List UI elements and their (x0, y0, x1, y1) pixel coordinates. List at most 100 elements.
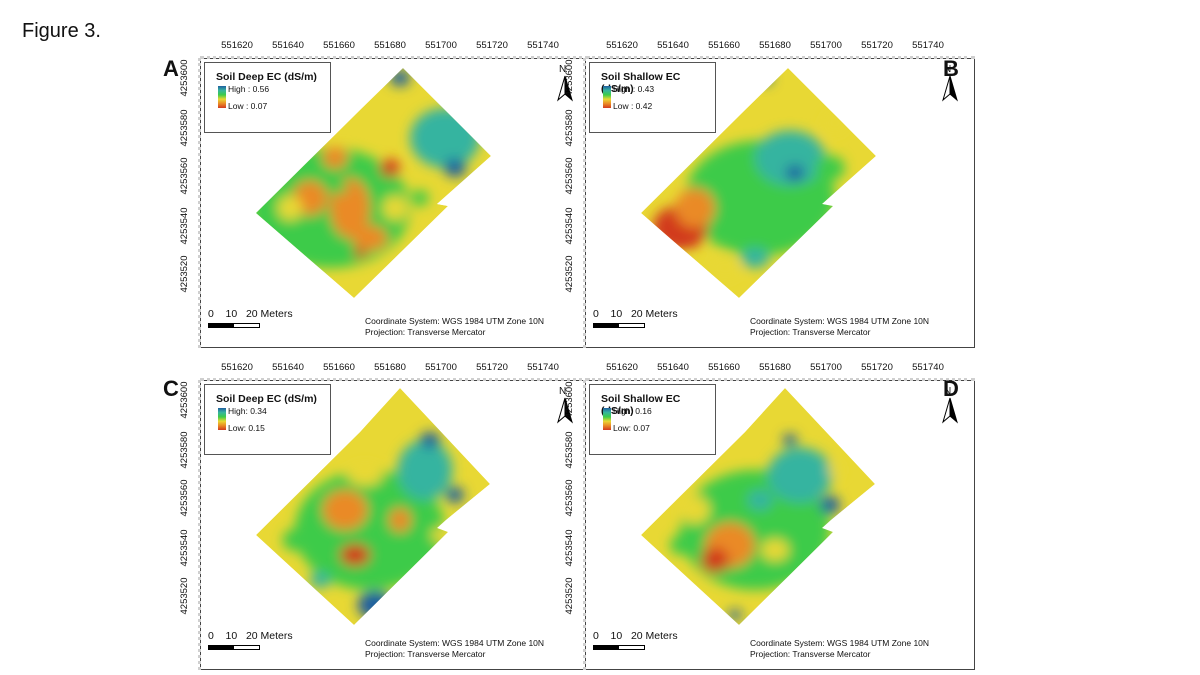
x-tick-label: 551740 (527, 362, 559, 373)
legend-low: Low: 0.07 (613, 423, 650, 433)
coordinate-system: Coordinate System: WGS 1984 UTM Zone 10N (365, 316, 545, 326)
scale-bar (208, 323, 260, 328)
map-panel-c: 551620 551640 551660 551680 551700 551720 5517… (163, 362, 590, 670)
figure-label: Figure 3. (22, 20, 101, 42)
x-tick-label: 551620 (606, 40, 638, 51)
legend-high: High : 0.43 (613, 84, 655, 94)
coordinate-system: Coordinate System: WGS 1984 UTM Zone 10N (750, 638, 930, 648)
map-panel-d: 551620 551640 551660 551680 551700 551720 5517… (564, 362, 975, 670)
north-label: N (944, 386, 952, 397)
north-label: N (559, 64, 567, 75)
color-ramp (218, 408, 226, 430)
y-tick-label: 4253580 (563, 431, 575, 469)
coordinate-system: Coordinate System: WGS 1984 UTM Zone 10N (750, 316, 930, 326)
ec-zone-lowest (354, 248, 366, 258)
ec-zone-mid_high (741, 248, 769, 268)
x-axis-ticks: 551620 551640 551660 551680 551700 551720 5517… (585, 40, 975, 59)
ec-zone-mid_low (828, 464, 842, 476)
ec-zone-mid_low (710, 257, 740, 279)
y-tick-label: 4253580 (178, 431, 190, 469)
y-tick-label: 4253540 (178, 207, 190, 245)
x-axis-ticks: 551620 551640 551660 551680 551700 551720 5517… (200, 362, 590, 381)
ec-raster-map (256, 68, 491, 298)
color-ramp (218, 86, 226, 108)
scale-label: 0 10 20 Meters (593, 630, 678, 642)
ec-zone-high (820, 496, 840, 514)
x-tick-label: 551680 (759, 362, 791, 373)
ec-zone-mid_low (347, 464, 383, 486)
x-tick-label: 551700 (810, 362, 842, 373)
x-tick-label: 551620 (221, 362, 253, 373)
y-tick-label: 4253520 (563, 577, 575, 615)
ec-zone-mid (670, 535, 690, 555)
y-axis-ticks: 4253600 4253580 4253560 4253540 4253520 (563, 380, 586, 670)
ec-zone-mid (815, 155, 845, 181)
ec-zone-mid (282, 529, 308, 551)
ec-zone-low (352, 225, 388, 251)
y-axis-ticks: 4253600 4253580 4253560 4253540 4253520 (178, 58, 201, 348)
ec-zone-high (758, 72, 772, 84)
scale-bar (593, 645, 645, 650)
ec-zone-high (444, 159, 466, 177)
y-tick-label: 4253600 (178, 59, 190, 97)
ec-zone-mid_high (410, 108, 480, 168)
scale-bar (208, 645, 260, 650)
x-tick-label: 551660 (708, 362, 740, 373)
x-tick-label: 551640 (657, 40, 689, 51)
y-tick-label: 4253520 (563, 255, 575, 293)
ec-zone-mid_low (431, 528, 449, 542)
ec-zone-mid (332, 182, 348, 194)
x-tick-label: 551740 (912, 362, 944, 373)
ec-zone-mid (314, 223, 326, 233)
map-panel-b: 551620 551640 551660 551680 551700 551720 5517… (564, 40, 975, 348)
y-tick-label: 4253580 (178, 109, 190, 147)
legend-box: Soil Deep EC (dS/m) High: 0.34 Low: 0.15 (204, 384, 331, 455)
ec-zone-mid_low (680, 496, 710, 524)
y-tick-label: 4253520 (178, 577, 190, 615)
x-tick-label: 551740 (912, 40, 944, 51)
scale-label: 0 10 20 Meters (208, 630, 293, 642)
x-axis-ticks: 551620 551640 551660 551680 551700 551720 5517… (585, 362, 975, 381)
ec-zone-high (783, 434, 797, 446)
x-tick-label: 551740 (527, 40, 559, 51)
ec-raster-map (256, 388, 490, 625)
ec-zone-low (675, 188, 715, 228)
ec-zone-mid_high (747, 490, 773, 510)
legend-low: Low : 0.07 (228, 101, 268, 111)
x-tick-label: 551620 (221, 40, 253, 51)
projection: Projection: Transverse Mercator (750, 327, 871, 337)
legend-high: High: 0.34 (228, 406, 267, 416)
ec-zone-low (322, 147, 348, 169)
legend-title: Soil Deep EC (dS/m) (216, 393, 317, 405)
y-tick-label: 4253540 (563, 207, 575, 245)
ec-zone-mid_low (277, 195, 303, 221)
ec-zone-mid (411, 190, 429, 206)
legend-low: Low : 0.42 (613, 101, 653, 111)
x-tick-label: 551700 (425, 362, 457, 373)
legend-high: High: 0.16 (613, 406, 652, 416)
projection: Projection: Transverse Mercator (750, 649, 871, 659)
panel-letter: B (943, 56, 959, 81)
legend-box: Soil Deep EC (dS/m) High : 0.56 Low : 0.07 (204, 62, 331, 133)
ec-zone-low (389, 508, 411, 532)
y-tick-label: 4253580 (563, 109, 575, 147)
legend-low: Low: 0.15 (228, 423, 265, 433)
x-axis-ticks: 551620 551640 551660 551680 551700 551720 5517… (200, 40, 590, 59)
legend-high: High : 0.56 (228, 84, 270, 94)
ec-zone-lowest (340, 544, 370, 566)
x-tick-label: 551700 (810, 40, 842, 51)
north-arrow-icon: N (554, 64, 576, 104)
ec-zone-mid_low (670, 256, 690, 270)
x-tick-label: 551640 (657, 362, 689, 373)
ec-raster-map (641, 388, 875, 625)
y-tick-label: 4253560 (563, 157, 575, 195)
legend-title: Soil Deep EC (dS/m) (216, 71, 317, 83)
panel-letter: D (943, 376, 959, 401)
ec-zone-mid_low (761, 539, 789, 561)
y-tick-label: 4253540 (178, 529, 190, 567)
north-arrow-icon: N (939, 386, 961, 426)
y-axis-ticks: 4253600 4253580 4253560 4253540 4253520 (178, 380, 201, 670)
ec-zone-high (728, 610, 742, 620)
coordinate-info: Coordinate System: WGS 1984 UTM Zone 10N… (750, 638, 929, 660)
scale-label: 0 10 20 Meters (208, 308, 293, 320)
